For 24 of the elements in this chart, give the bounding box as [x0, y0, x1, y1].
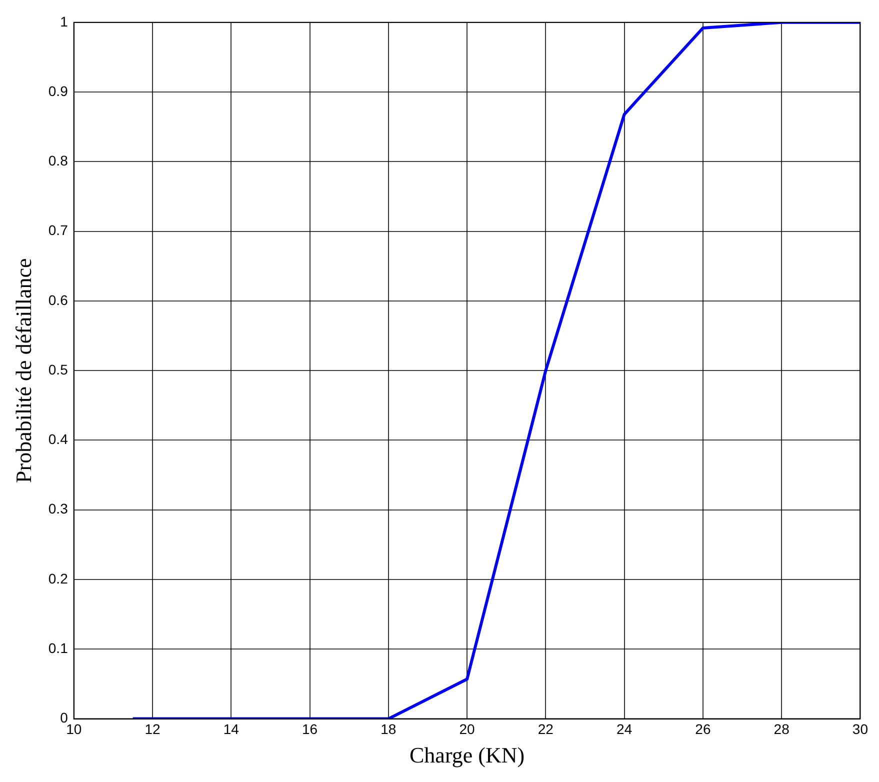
x-tick-label: 22: [538, 721, 554, 738]
y-tick-label: 0.6: [48, 292, 68, 308]
x-tick-label: 26: [695, 721, 711, 738]
y-tick-label: 0.5: [48, 361, 68, 378]
x-tick-label: 24: [616, 721, 632, 738]
y-tick-label: 0.9: [48, 82, 68, 99]
y-tick-label: 0: [60, 710, 68, 726]
x-tick-label: 18: [380, 721, 396, 738]
x-tick-label: 16: [302, 721, 318, 738]
x-tick-label: 12: [144, 721, 160, 738]
y-tick-label: 0.7: [48, 222, 68, 238]
x-tick-label: 28: [774, 721, 790, 738]
y-tick-label: 0.8: [48, 152, 68, 169]
y-axis-title: Probabilité de défaillance: [10, 258, 36, 483]
x-tick-label: 14: [223, 721, 240, 738]
x-tick-label: 30: [852, 721, 868, 738]
y-tick-label: 0.3: [48, 500, 68, 517]
y-tick-label: 1: [60, 13, 68, 30]
y-tick-label: 0.2: [48, 570, 68, 586]
x-tick-label: 20: [459, 721, 476, 738]
x-tick-label: 10: [66, 721, 82, 738]
y-tick-label: 0.1: [48, 640, 68, 656]
x-axis-title: Charge (KN): [410, 742, 525, 768]
y-tick-label: 0.4: [48, 431, 68, 448]
